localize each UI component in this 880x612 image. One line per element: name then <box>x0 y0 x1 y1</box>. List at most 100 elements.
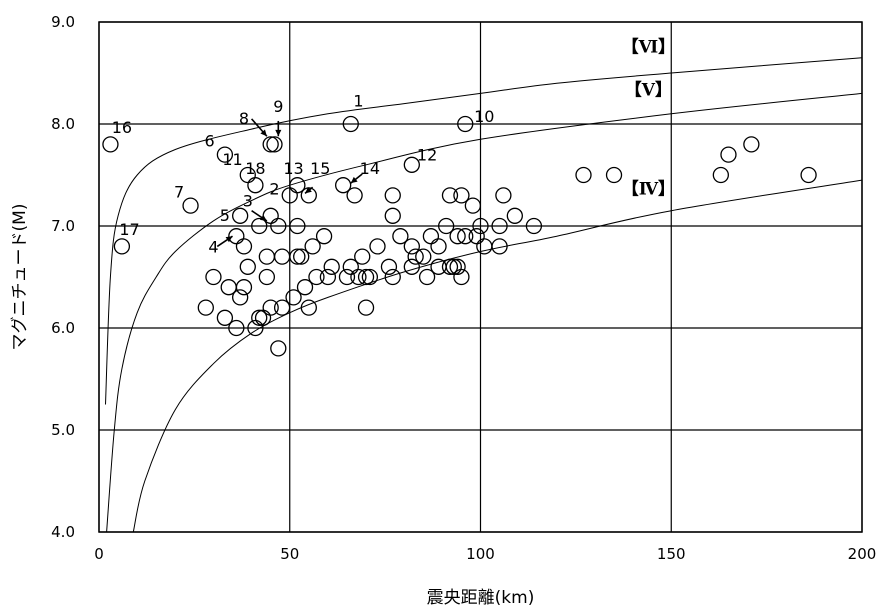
point-annotation: 11 <box>222 150 242 169</box>
data-point <box>239 258 256 275</box>
data-point <box>113 238 131 255</box>
curve-label: 【Ⅳ】 <box>622 178 675 199</box>
data-point <box>476 238 493 255</box>
data-point <box>525 217 543 235</box>
data-point <box>262 299 279 316</box>
data-point <box>453 187 470 204</box>
data-point <box>605 166 623 184</box>
curve-label: 【Ⅵ】 <box>622 37 676 58</box>
data-point <box>281 187 298 204</box>
y-tick-label: 9.0 <box>51 13 75 31</box>
data-point <box>289 248 306 265</box>
data-point <box>357 299 375 316</box>
curve-label: 【Ⅴ】 <box>625 79 672 100</box>
data-point <box>350 268 367 286</box>
intensity-curve <box>132 179 863 533</box>
data-point <box>415 248 432 265</box>
y-tick-label: 7.0 <box>51 217 75 235</box>
data-point <box>438 217 455 235</box>
annotation-arrowhead <box>260 129 267 137</box>
data-point <box>300 187 317 204</box>
point-annotation: 7 <box>174 182 184 201</box>
data-point <box>384 207 401 224</box>
data-point <box>472 217 489 235</box>
annotation-arrowhead <box>305 187 312 194</box>
data-point <box>800 166 817 184</box>
point-annotation: 8 <box>239 109 249 128</box>
data-point <box>266 136 283 153</box>
data-point <box>418 268 436 286</box>
data-point <box>197 299 214 316</box>
data-point <box>407 248 424 265</box>
data-point <box>720 146 737 163</box>
data-point <box>323 258 340 275</box>
data-point <box>743 136 760 153</box>
data-point <box>251 217 268 235</box>
data-point <box>380 258 398 275</box>
data-point <box>457 115 474 133</box>
data-point <box>258 248 276 265</box>
point-annotation: 15 <box>310 159 330 178</box>
data-point <box>247 177 264 194</box>
data-point <box>296 279 314 296</box>
data-point <box>205 268 222 286</box>
x-tick-label: 150 <box>657 545 686 563</box>
y-tick-label: 5.0 <box>51 421 75 439</box>
x-axis-title: 震央距離(km) <box>427 588 535 608</box>
data-point <box>403 238 420 255</box>
data-point <box>491 238 508 255</box>
annotation-arrowhead <box>225 236 233 243</box>
data-point <box>216 146 234 163</box>
point-annotation: 18 <box>245 159 265 178</box>
data-point <box>449 228 466 245</box>
data-point <box>182 197 199 214</box>
data-point <box>453 268 470 286</box>
data-point <box>251 309 268 326</box>
data-point <box>403 258 420 275</box>
data-point <box>491 217 508 235</box>
data-point <box>506 207 523 224</box>
data-point <box>262 136 279 153</box>
plot-frame <box>98 21 863 533</box>
x-tick-labels: 0 50 100 150 200 <box>94 545 876 563</box>
data-point <box>293 248 310 265</box>
annotation-arrowhead <box>275 129 282 137</box>
data-point <box>270 340 287 357</box>
y-tick-label: 8.0 <box>51 115 75 133</box>
intensity-curve <box>105 57 863 405</box>
data-point <box>575 166 592 184</box>
data-point <box>361 268 379 286</box>
data-point <box>315 228 333 245</box>
point-annotation: 3 <box>243 192 253 211</box>
y-tick-labels: 4.0 5.0 6.0 7.0 8.0 9.0 <box>51 13 75 541</box>
data-point <box>319 268 337 286</box>
y-tick-label: 4.0 <box>51 523 75 541</box>
data-point <box>346 187 363 204</box>
data-point <box>430 238 447 255</box>
data-point <box>457 228 474 245</box>
data-point <box>102 136 119 153</box>
point-annotation: 13 <box>283 159 303 178</box>
x-tick-label: 0 <box>94 545 104 563</box>
x-tick-label: 50 <box>280 545 299 563</box>
point-annotation: 1 <box>353 92 363 111</box>
data-point <box>235 279 253 296</box>
data-point <box>357 268 375 286</box>
data-point <box>342 115 359 133</box>
data-point <box>304 238 321 255</box>
x-tick-label: 100 <box>466 545 495 563</box>
data-point <box>441 258 459 275</box>
data-point <box>369 238 386 255</box>
data-point <box>441 187 459 204</box>
data-point <box>289 217 306 235</box>
point-annotation: 2 <box>269 179 279 198</box>
point-annotation: 17 <box>119 220 139 239</box>
point-annotation: 6 <box>205 131 215 150</box>
data-point <box>449 258 466 275</box>
intensity-curve <box>106 92 863 533</box>
x-tick-label: 200 <box>848 545 877 563</box>
data-point <box>300 299 317 316</box>
